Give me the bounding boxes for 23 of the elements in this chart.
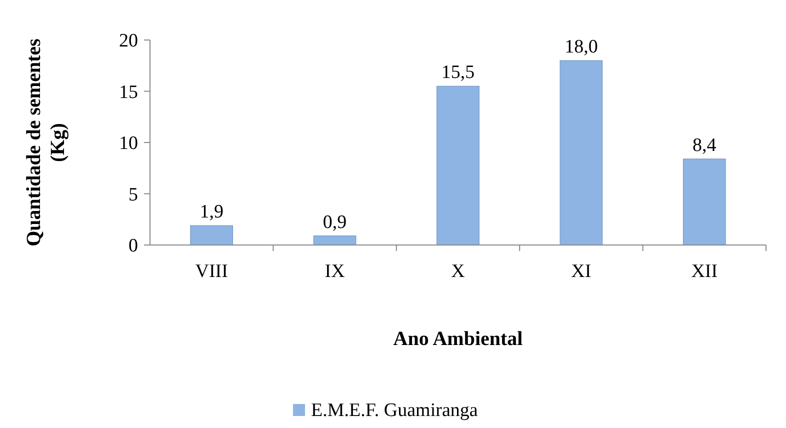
x-tick-label: IX bbox=[324, 261, 346, 282]
x-tick-label: XI bbox=[571, 261, 592, 282]
data-label: 0,9 bbox=[322, 212, 347, 233]
x-tick-label: X bbox=[451, 261, 466, 282]
y-tick-label: 10 bbox=[119, 133, 138, 154]
y-axis-title: Quantidade de sementes (Kg) bbox=[23, 38, 69, 246]
legend-label: E.M.E.F. Guamiranga bbox=[311, 400, 478, 421]
bar bbox=[313, 236, 356, 246]
x-axis-title: Ano Ambiental bbox=[393, 328, 524, 350]
data-label: 18,0 bbox=[564, 36, 598, 58]
x-tick-label: VIII bbox=[195, 261, 228, 282]
data-label: 8,4 bbox=[692, 134, 717, 156]
bar bbox=[560, 60, 603, 246]
y-tick-label: 0 bbox=[128, 236, 138, 257]
data-label: 15,5 bbox=[441, 62, 475, 84]
bar bbox=[436, 86, 480, 246]
x-tick-label: XII bbox=[691, 261, 718, 282]
bar bbox=[190, 225, 234, 246]
bar bbox=[682, 158, 726, 246]
y-tick-label: 20 bbox=[119, 30, 138, 52]
y-tick-label: 5 bbox=[128, 184, 138, 206]
data-label: 1,9 bbox=[200, 202, 224, 223]
y-tick-label: 15 bbox=[119, 82, 138, 103]
